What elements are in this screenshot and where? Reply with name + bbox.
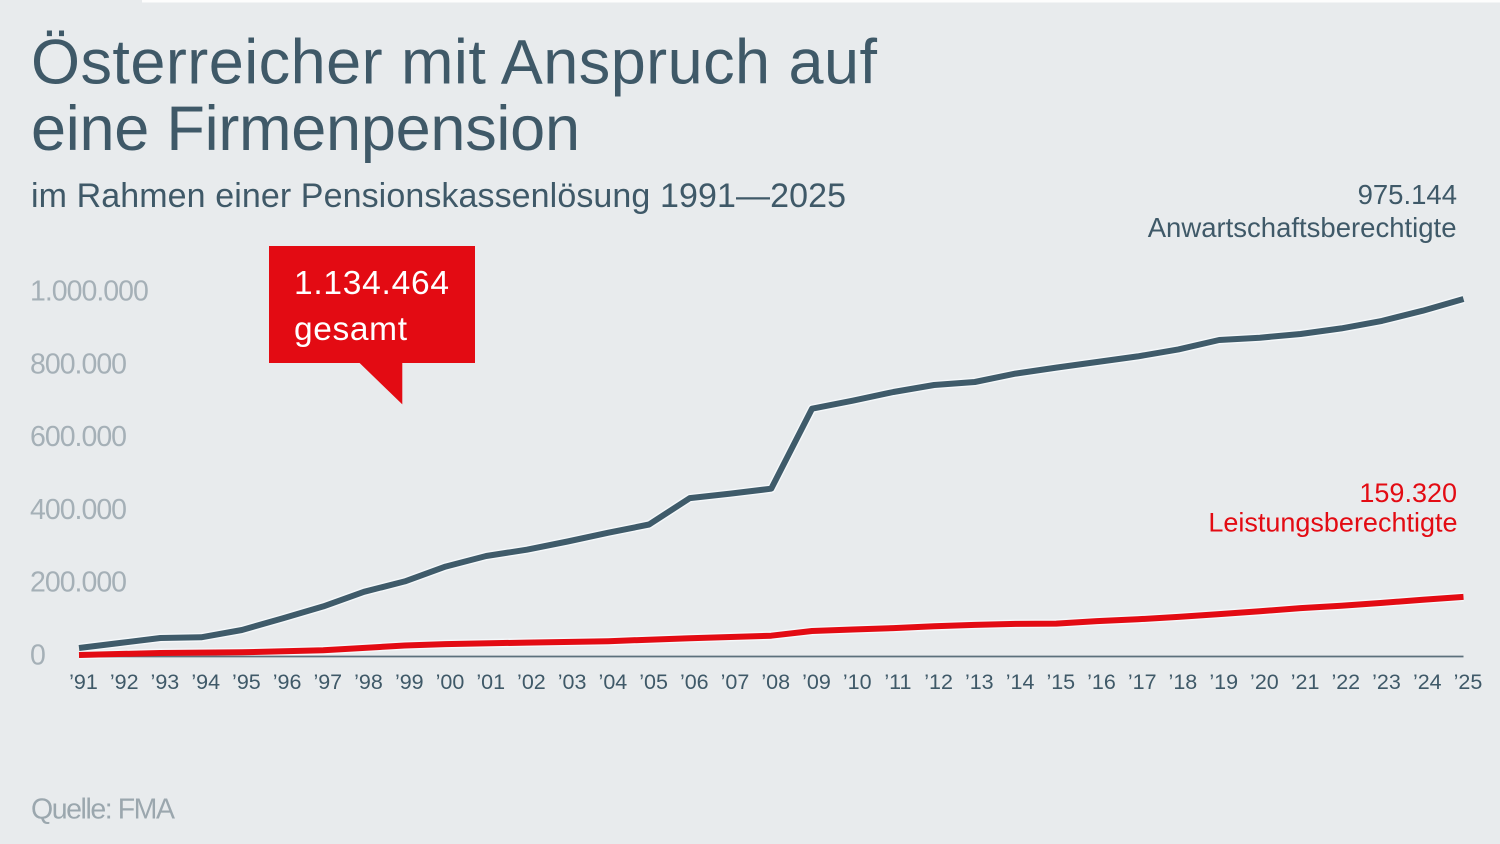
svg-text:’15: ’15 (1046, 670, 1075, 694)
svg-text:’03: ’03 (558, 670, 587, 694)
svg-text:im Rahmen einer Pensionskassen: im Rahmen einer Pensionskassenlösung 199… (31, 177, 846, 215)
svg-text:eine Firmenpension: eine Firmenpension (31, 94, 580, 164)
svg-text:gesamt: gesamt (294, 311, 408, 348)
svg-text:’22: ’22 (1331, 670, 1360, 694)
svg-text:’14: ’14 (1006, 670, 1035, 694)
svg-text:’97: ’97 (313, 670, 342, 694)
svg-text:0: 0 (30, 640, 45, 672)
svg-text:’23: ’23 (1372, 670, 1401, 694)
svg-text:800.000: 800.000 (30, 348, 126, 380)
svg-text:159.320: 159.320 (1359, 478, 1457, 508)
svg-text:’10: ’10 (843, 670, 872, 694)
svg-text:600.000: 600.000 (30, 421, 126, 453)
svg-text:1.000.000: 1.000.000 (30, 276, 148, 308)
svg-text:’96: ’96 (273, 670, 302, 694)
svg-text:’09: ’09 (802, 670, 831, 694)
svg-text:’24: ’24 (1413, 670, 1442, 694)
svg-text:Quelle: FMA: Quelle: FMA (31, 793, 175, 825)
svg-text:’91: ’91 (69, 670, 98, 694)
svg-text:’95: ’95 (232, 670, 261, 694)
svg-text:’08: ’08 (761, 670, 790, 694)
svg-text:’02: ’02 (517, 670, 546, 694)
svg-text:’18: ’18 (1169, 670, 1198, 694)
svg-text:400.000: 400.000 (30, 494, 126, 526)
svg-text:Anwartschaftsberechtigte: Anwartschaftsberechtigte (1148, 212, 1457, 243)
svg-text:’21: ’21 (1291, 670, 1320, 694)
svg-text:’94: ’94 (191, 670, 220, 694)
svg-text:’07: ’07 (721, 670, 750, 694)
svg-text:’01: ’01 (476, 670, 505, 694)
svg-text:’11: ’11 (884, 670, 911, 694)
svg-text:’99: ’99 (395, 670, 424, 694)
svg-text:’12: ’12 (924, 670, 953, 694)
svg-text:200.000: 200.000 (30, 567, 126, 599)
svg-text:’05: ’05 (639, 670, 668, 694)
svg-text:’04: ’04 (599, 670, 628, 694)
svg-text:’98: ’98 (354, 670, 383, 694)
svg-text:’25: ’25 (1454, 670, 1483, 694)
svg-text:’19: ’19 (1209, 670, 1238, 694)
svg-text:’17: ’17 (1128, 670, 1157, 694)
svg-text:Österreicher mit Anspruch auf: Österreicher mit Anspruch auf (31, 28, 877, 98)
svg-text:’16: ’16 (1087, 670, 1116, 694)
svg-text:’06: ’06 (680, 670, 709, 694)
svg-text:975.144: 975.144 (1358, 179, 1457, 210)
svg-text:’20: ’20 (1250, 670, 1279, 694)
svg-text:’93: ’93 (151, 670, 180, 694)
svg-text:’13: ’13 (965, 670, 994, 694)
svg-text:Leistungsberechtigte: Leistungsberechtigte (1208, 508, 1457, 538)
svg-text:’00: ’00 (436, 670, 465, 694)
svg-text:’92: ’92 (110, 670, 139, 694)
svg-text:1.134.464: 1.134.464 (294, 265, 449, 302)
